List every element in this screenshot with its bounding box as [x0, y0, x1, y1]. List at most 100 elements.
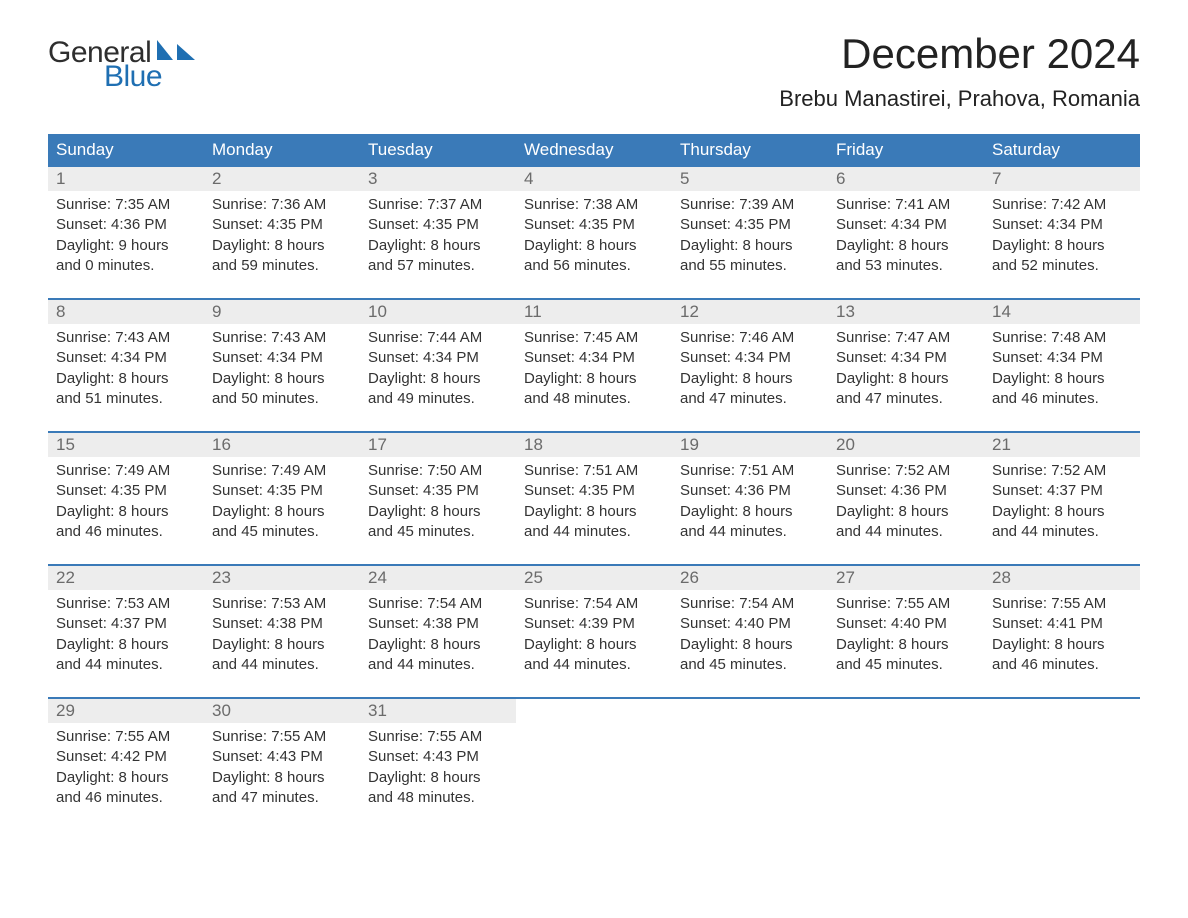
logo: General Blue	[48, 36, 199, 94]
sunset-text: Sunset: 4:40 PM	[680, 614, 820, 634]
location-text: Brebu Manastirei, Prahova, Romania	[779, 86, 1140, 112]
day-cell: 23	[204, 566, 360, 590]
daylight-line1: Daylight: 8 hours	[368, 635, 508, 655]
day-number: 22	[48, 566, 204, 590]
day-number: 17	[360, 433, 516, 457]
day-cell: 28	[984, 566, 1140, 590]
day-cell-body: Sunrise: 7:43 AMSunset: 4:34 PMDaylight:…	[204, 324, 360, 415]
sunset-text: Sunset: 4:40 PM	[836, 614, 976, 634]
day-number: 13	[828, 300, 984, 324]
sunrise-text: Sunrise: 7:49 AM	[56, 461, 196, 481]
daylight-line1: Daylight: 8 hours	[836, 502, 976, 522]
day-cell-body	[828, 723, 984, 814]
day-details: Sunrise: 7:44 AMSunset: 4:34 PMDaylight:…	[360, 324, 516, 415]
day-details: Sunrise: 7:36 AMSunset: 4:35 PMDaylight:…	[204, 191, 360, 282]
sunset-text: Sunset: 4:34 PM	[992, 348, 1132, 368]
day-cell: 9	[204, 300, 360, 324]
day-details: Sunrise: 7:47 AMSunset: 4:34 PMDaylight:…	[828, 324, 984, 415]
daylight-line2: and 51 minutes.	[56, 389, 196, 409]
sunrise-text: Sunrise: 7:53 AM	[56, 594, 196, 614]
week: 891011121314Sunrise: 7:43 AMSunset: 4:34…	[48, 298, 1140, 415]
day-details	[984, 723, 1140, 733]
day-number: 28	[984, 566, 1140, 590]
daylight-line1: Daylight: 8 hours	[836, 635, 976, 655]
daylight-line2: and 55 minutes.	[680, 256, 820, 276]
day-cell: 27	[828, 566, 984, 590]
day-cell-body: Sunrise: 7:54 AMSunset: 4:38 PMDaylight:…	[360, 590, 516, 681]
day-cell-body: Sunrise: 7:47 AMSunset: 4:34 PMDaylight:…	[828, 324, 984, 415]
day-number	[984, 699, 1140, 723]
daylight-line1: Daylight: 8 hours	[524, 635, 664, 655]
day-number: 29	[48, 699, 204, 723]
day-cell: 16	[204, 433, 360, 457]
day-number: 15	[48, 433, 204, 457]
day-cell-body: Sunrise: 7:55 AMSunset: 4:41 PMDaylight:…	[984, 590, 1140, 681]
daylight-line2: and 45 minutes.	[836, 655, 976, 675]
day-number-row: 15161718192021	[48, 433, 1140, 457]
day-cell-body: Sunrise: 7:49 AMSunset: 4:35 PMDaylight:…	[204, 457, 360, 548]
sunset-text: Sunset: 4:35 PM	[680, 215, 820, 235]
day-details: Sunrise: 7:54 AMSunset: 4:38 PMDaylight:…	[360, 590, 516, 681]
week: 15161718192021Sunrise: 7:49 AMSunset: 4:…	[48, 431, 1140, 548]
day-details: Sunrise: 7:42 AMSunset: 4:34 PMDaylight:…	[984, 191, 1140, 282]
day-details: Sunrise: 7:35 AMSunset: 4:36 PMDaylight:…	[48, 191, 204, 282]
sunset-text: Sunset: 4:38 PM	[212, 614, 352, 634]
day-cell: 20	[828, 433, 984, 457]
sunset-text: Sunset: 4:35 PM	[212, 481, 352, 501]
sunrise-text: Sunrise: 7:44 AM	[368, 328, 508, 348]
daylight-line1: Daylight: 8 hours	[56, 768, 196, 788]
day-details: Sunrise: 7:39 AMSunset: 4:35 PMDaylight:…	[672, 191, 828, 282]
daylight-line1: Daylight: 8 hours	[56, 635, 196, 655]
daylight-line2: and 44 minutes.	[992, 522, 1132, 542]
sunrise-text: Sunrise: 7:47 AM	[836, 328, 976, 348]
weeks-container: 1234567Sunrise: 7:35 AMSunset: 4:36 PMDa…	[48, 167, 1140, 814]
weekday-header: Tuesday	[360, 134, 516, 167]
daylight-line1: Daylight: 8 hours	[524, 502, 664, 522]
daylight-line2: and 44 minutes.	[368, 655, 508, 675]
day-number: 30	[204, 699, 360, 723]
daylight-line1: Daylight: 8 hours	[524, 236, 664, 256]
day-number: 31	[360, 699, 516, 723]
day-cell-body: Sunrise: 7:48 AMSunset: 4:34 PMDaylight:…	[984, 324, 1140, 415]
day-number: 27	[828, 566, 984, 590]
day-details: Sunrise: 7:41 AMSunset: 4:34 PMDaylight:…	[828, 191, 984, 282]
day-cell-body: Sunrise: 7:54 AMSunset: 4:40 PMDaylight:…	[672, 590, 828, 681]
sunrise-text: Sunrise: 7:38 AM	[524, 195, 664, 215]
day-details: Sunrise: 7:43 AMSunset: 4:34 PMDaylight:…	[48, 324, 204, 415]
day-number: 11	[516, 300, 672, 324]
sunset-text: Sunset: 4:34 PM	[368, 348, 508, 368]
sunset-text: Sunset: 4:37 PM	[992, 481, 1132, 501]
weekday-header-row: SundayMondayTuesdayWednesdayThursdayFrid…	[48, 134, 1140, 167]
day-details: Sunrise: 7:53 AMSunset: 4:37 PMDaylight:…	[48, 590, 204, 681]
day-cell-body: Sunrise: 7:35 AMSunset: 4:36 PMDaylight:…	[48, 191, 204, 282]
day-number-row: 1234567	[48, 167, 1140, 191]
daylight-line1: Daylight: 8 hours	[212, 635, 352, 655]
daylight-line1: Daylight: 8 hours	[680, 635, 820, 655]
day-cell-body: Sunrise: 7:44 AMSunset: 4:34 PMDaylight:…	[360, 324, 516, 415]
day-details: Sunrise: 7:49 AMSunset: 4:35 PMDaylight:…	[48, 457, 204, 548]
weekday-header: Friday	[828, 134, 984, 167]
sunrise-text: Sunrise: 7:43 AM	[212, 328, 352, 348]
day-number: 26	[672, 566, 828, 590]
day-cell-body: Sunrise: 7:55 AMSunset: 4:42 PMDaylight:…	[48, 723, 204, 814]
header: General Blue December 2024 Brebu Manasti…	[48, 30, 1140, 130]
daylight-line1: Daylight: 8 hours	[680, 502, 820, 522]
day-cell-body: Sunrise: 7:36 AMSunset: 4:35 PMDaylight:…	[204, 191, 360, 282]
day-cell: 2	[204, 167, 360, 191]
weekday-header: Monday	[204, 134, 360, 167]
daylight-line2: and 44 minutes.	[56, 655, 196, 675]
day-cell	[672, 699, 828, 723]
sunset-text: Sunset: 4:34 PM	[836, 348, 976, 368]
day-cell: 5	[672, 167, 828, 191]
sunset-text: Sunset: 4:41 PM	[992, 614, 1132, 634]
day-cell: 15	[48, 433, 204, 457]
day-body-row: Sunrise: 7:43 AMSunset: 4:34 PMDaylight:…	[48, 324, 1140, 415]
day-details: Sunrise: 7:55 AMSunset: 4:40 PMDaylight:…	[828, 590, 984, 681]
day-cell-body: Sunrise: 7:39 AMSunset: 4:35 PMDaylight:…	[672, 191, 828, 282]
sunrise-text: Sunrise: 7:46 AM	[680, 328, 820, 348]
sunset-text: Sunset: 4:35 PM	[56, 481, 196, 501]
sunrise-text: Sunrise: 7:54 AM	[368, 594, 508, 614]
day-cell-body: Sunrise: 7:53 AMSunset: 4:38 PMDaylight:…	[204, 590, 360, 681]
sunrise-text: Sunrise: 7:54 AM	[524, 594, 664, 614]
daylight-line2: and 50 minutes.	[212, 389, 352, 409]
